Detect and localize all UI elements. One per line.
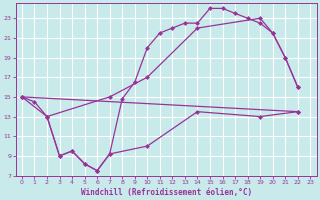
X-axis label: Windchill (Refroidissement éolien,°C): Windchill (Refroidissement éolien,°C) (81, 188, 252, 197)
